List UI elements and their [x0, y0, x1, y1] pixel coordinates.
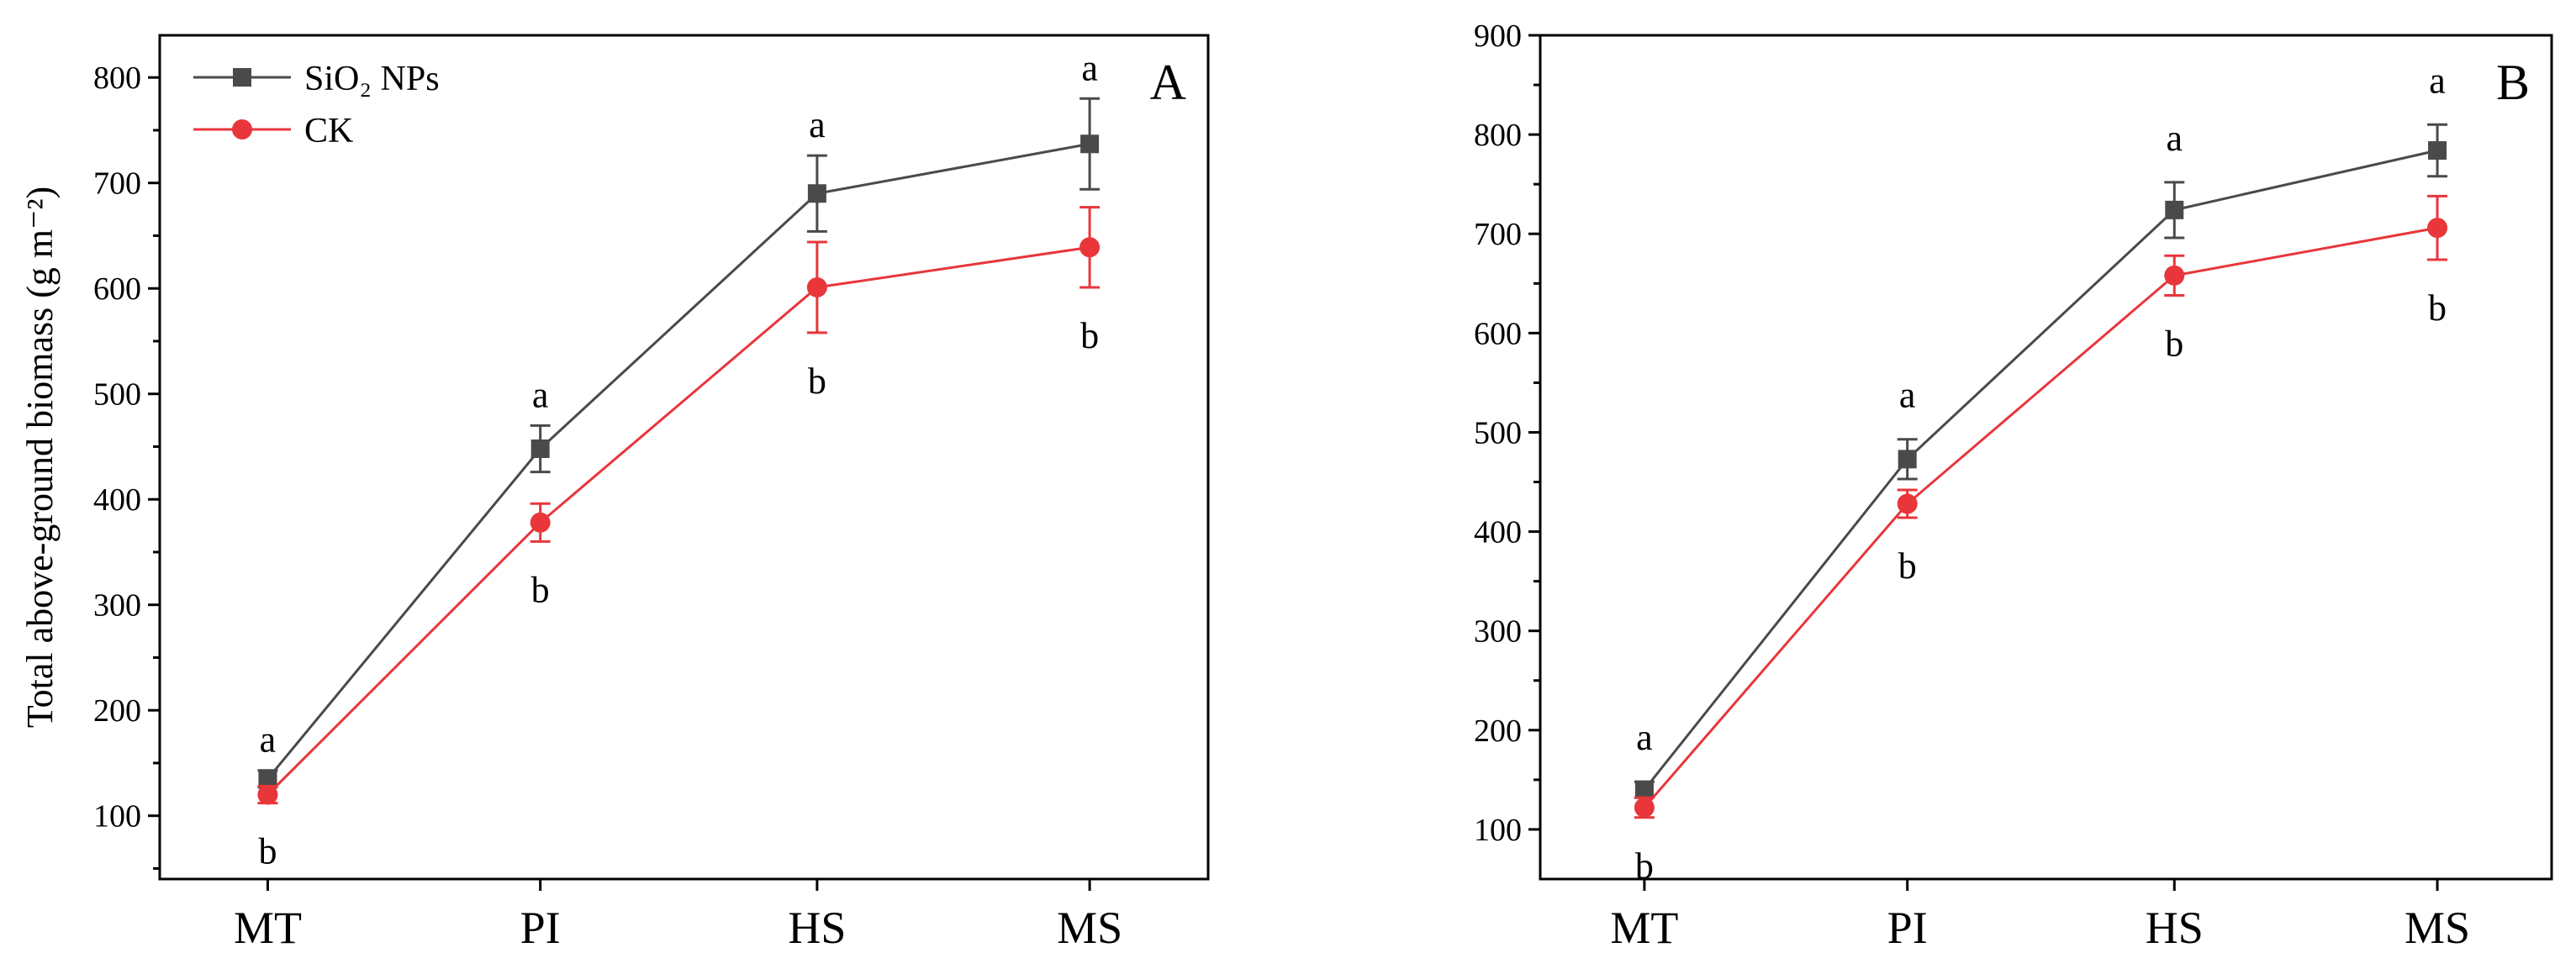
- significance-label: b: [1898, 545, 1917, 587]
- x-tick-label: HS: [2146, 903, 2204, 953]
- legend-marker-circle: [232, 119, 252, 140]
- plot-frame: [1539, 34, 2553, 881]
- significance-label: a: [1636, 717, 1653, 758]
- y-tick-label: 800: [93, 61, 141, 96]
- legend-marker-square: [233, 68, 251, 87]
- x-tick-label: MS: [1057, 903, 1122, 953]
- data-point-circle: [806, 276, 827, 297]
- significance-label: a: [532, 374, 549, 415]
- x-tick-label: MT: [1610, 903, 1678, 953]
- y-tick-label: 200: [1474, 713, 1522, 749]
- data-point-square: [531, 439, 550, 458]
- data-point-circle: [530, 512, 551, 533]
- significance-label: b: [808, 361, 826, 402]
- data-point-square: [2428, 141, 2447, 161]
- y-tick-label: 300: [93, 588, 141, 624]
- y-tick-label: 200: [93, 693, 141, 729]
- data-point-circle: [257, 784, 278, 805]
- y-tick-label: 100: [93, 799, 141, 834]
- significance-label: b: [2165, 323, 2183, 364]
- data-point-circle: [2164, 265, 2185, 286]
- data-point-square: [807, 184, 826, 203]
- panel-label: B: [2496, 55, 2530, 110]
- data-point-square: [1898, 450, 1917, 469]
- series-line: [267, 142, 1090, 780]
- data-point-circle: [2427, 218, 2448, 239]
- y-tick-label: 500: [1474, 415, 1522, 450]
- x-tick-label: PI: [520, 903, 561, 953]
- data-point-square: [1634, 780, 1654, 799]
- significance-label: b: [258, 831, 277, 872]
- x-tick-label: HS: [788, 903, 846, 953]
- significance-label: b: [1080, 315, 1099, 356]
- y-tick-label: 700: [1474, 217, 1522, 252]
- x-tick-label: MT: [234, 903, 302, 953]
- x-tick-label: PI: [1887, 903, 1928, 953]
- data-point-square: [1080, 134, 1100, 154]
- data-point-square: [258, 769, 277, 788]
- significance-label: a: [2167, 118, 2183, 159]
- data-point-circle: [1634, 797, 1655, 818]
- y-tick-label: 400: [93, 482, 141, 518]
- significance-label: a: [1899, 375, 1916, 416]
- data-point-circle: [1079, 237, 1101, 258]
- series-line: [1643, 149, 2438, 791]
- significance-label: a: [260, 719, 277, 761]
- y-tick-label: 400: [1474, 515, 1522, 550]
- significance-label: a: [809, 104, 826, 145]
- y-tick-label: 900: [1474, 18, 1522, 54]
- significance-label: a: [2429, 60, 2446, 101]
- plot-frame: [158, 34, 1210, 881]
- significance-label: b: [2428, 287, 2447, 329]
- legend-label: SiO₂ NPs: [304, 60, 440, 98]
- legend-label: CK: [304, 112, 353, 150]
- significance-label: b: [1635, 845, 1654, 887]
- panel-b: 100 200 300 400 500 600 700 800 900 MT PI HS MS Ba a a a…: [1474, 18, 2553, 953]
- x-tick-label: MS: [2404, 903, 2470, 953]
- y-tick-label: 100: [1474, 813, 1522, 848]
- data-point-square: [2165, 200, 2184, 219]
- significance-label: b: [531, 569, 550, 610]
- y-axis-label: Total above-ground biomass (g m⁻²): [19, 187, 61, 728]
- y-tick-label: 300: [1474, 614, 1522, 650]
- significance-label: a: [1081, 47, 1098, 88]
- y-tick-label: 500: [93, 377, 141, 413]
- data-point-circle: [1897, 493, 1918, 514]
- y-tick-label: 700: [93, 166, 141, 202]
- y-tick-label: 600: [1474, 316, 1522, 351]
- series-line: [1643, 226, 2438, 808]
- y-tick-label: 600: [93, 271, 141, 307]
- y-tick-label: 800: [1474, 118, 1522, 153]
- series-line: [267, 245, 1090, 796]
- panel-a: 100 200 300 400 500 600 700 800 MT PI HS MS Total ab…: [19, 34, 1210, 953]
- panel-label: A: [1150, 55, 1186, 110]
